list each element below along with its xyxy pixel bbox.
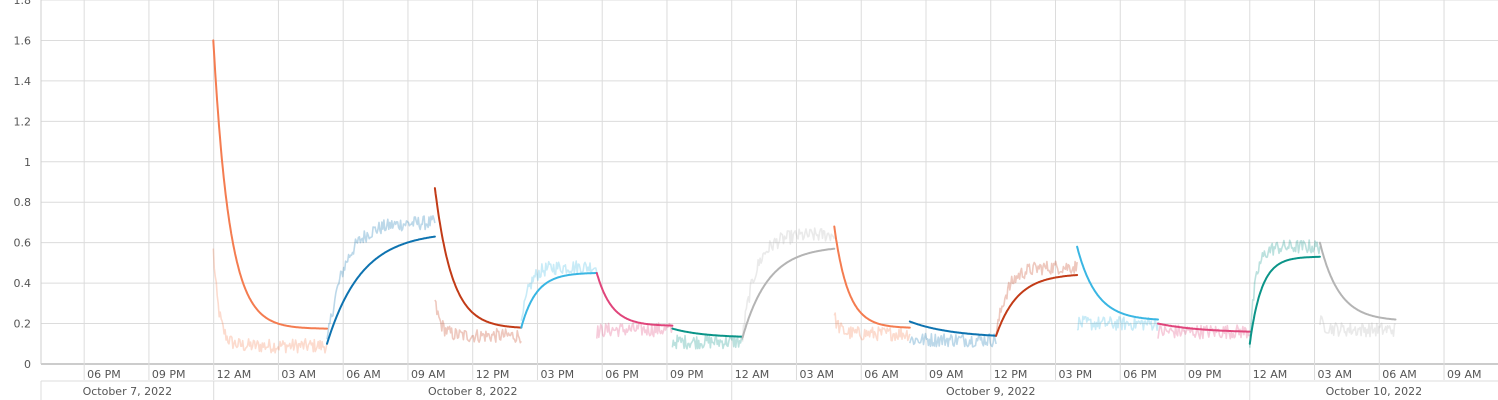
x-tick-label: 12 PM	[994, 368, 1028, 381]
x-axis: 06 PM 09 PM 12 AM 03 AM 06 AM 09 AM 12 PM 03 PM…	[87, 368, 1481, 381]
series-group	[326, 215, 436, 345]
series-raw-line	[1249, 239, 1321, 348]
day-label: October 10, 2022	[1326, 385, 1423, 398]
x-tick-label: 09 PM	[152, 368, 186, 381]
series-raw-line	[995, 260, 1078, 337]
series-line	[595, 272, 674, 327]
x-tick-label: 06 AM	[864, 368, 899, 381]
series-line	[1076, 245, 1159, 321]
series-group	[520, 260, 598, 329]
series-line	[326, 235, 436, 345]
x-tick-label: 09 AM	[929, 368, 964, 381]
y-tick-label: 1	[24, 156, 31, 169]
plot-area	[212, 39, 1397, 354]
x-tick-label: 09 AM	[411, 368, 446, 381]
x-tick-label: 03 PM	[540, 368, 574, 381]
y-axis: 0 0.2 0.4 0.6 0.8 1 1.2 1.4 1.6 1.8	[14, 0, 32, 371]
series-line	[520, 272, 598, 329]
series-raw-line	[1076, 315, 1159, 331]
y-tick-label: 0.6	[14, 237, 32, 250]
x-tick-label: 03 AM	[281, 368, 316, 381]
series-group	[595, 272, 674, 339]
x-tick-label: 03 PM	[1059, 368, 1093, 381]
series-line	[995, 274, 1079, 337]
day-label: October 7, 2022	[83, 385, 173, 398]
series-raw-line	[520, 260, 598, 321]
series-line	[671, 327, 744, 338]
series-group	[433, 187, 523, 344]
x-tick-label: 06 AM	[346, 368, 381, 381]
x-tick-label: 12 AM	[1253, 368, 1288, 381]
day-label: October 9, 2022	[946, 385, 1036, 398]
series-line	[1157, 322, 1251, 333]
series-group	[741, 227, 836, 342]
series-line	[908, 320, 998, 337]
series-raw-line	[212, 248, 328, 354]
series-raw-line	[596, 322, 674, 339]
series-line	[1248, 255, 1321, 345]
x-tick-label: 03 AM	[1318, 368, 1353, 381]
chart-grid	[40, 0, 1498, 400]
series-group	[908, 320, 998, 348]
series-group	[1248, 239, 1321, 348]
series-raw-line	[434, 299, 522, 344]
series-raw-line	[833, 312, 911, 342]
x-tick-label: 06 PM	[1123, 368, 1157, 381]
series-raw-line	[326, 215, 436, 340]
y-tick-label: 0	[24, 358, 31, 371]
series-group	[833, 225, 911, 342]
series-line	[741, 247, 836, 339]
x-tick-label: 06 AM	[1382, 368, 1417, 381]
x-tick-label: 09 AM	[1447, 368, 1482, 381]
x-tick-label: 03 AM	[799, 368, 834, 381]
x-tick-label: 12 PM	[476, 368, 510, 381]
series-line	[833, 225, 911, 329]
series-raw-line	[1157, 324, 1250, 340]
x-tick-label: 06 PM	[87, 368, 121, 381]
x-tick-label: 12 AM	[217, 368, 252, 381]
y-tick-label: 1.6	[14, 34, 32, 47]
series-line	[433, 187, 523, 329]
series-group	[671, 327, 744, 350]
x-tick-label: 09 PM	[1188, 368, 1222, 381]
series-group	[1076, 245, 1159, 331]
y-tick-label: 1.2	[14, 115, 32, 128]
y-tick-label: 0.4	[14, 277, 32, 290]
series-line	[1318, 241, 1397, 321]
day-axis: October 7, 2022 October 8, 2022 October 9,…	[83, 385, 1423, 398]
series-raw-line	[741, 227, 836, 342]
x-tick-label: 09 PM	[670, 368, 704, 381]
y-tick-label: 0.2	[14, 318, 32, 331]
series-group	[1318, 241, 1397, 338]
y-tick-label: 1.8	[14, 0, 32, 7]
y-tick-label: 1.4	[14, 75, 32, 88]
series-raw-line	[909, 332, 997, 348]
series-group	[1157, 322, 1251, 340]
series-raw-line	[1319, 315, 1396, 338]
x-tick-label: 06 PM	[605, 368, 639, 381]
series-line	[212, 39, 328, 330]
series-group	[995, 260, 1079, 337]
y-tick-label: 0.8	[14, 196, 32, 209]
day-label: October 8, 2022	[428, 385, 518, 398]
series-group	[212, 39, 328, 354]
x-tick-label: 12 AM	[735, 368, 770, 381]
